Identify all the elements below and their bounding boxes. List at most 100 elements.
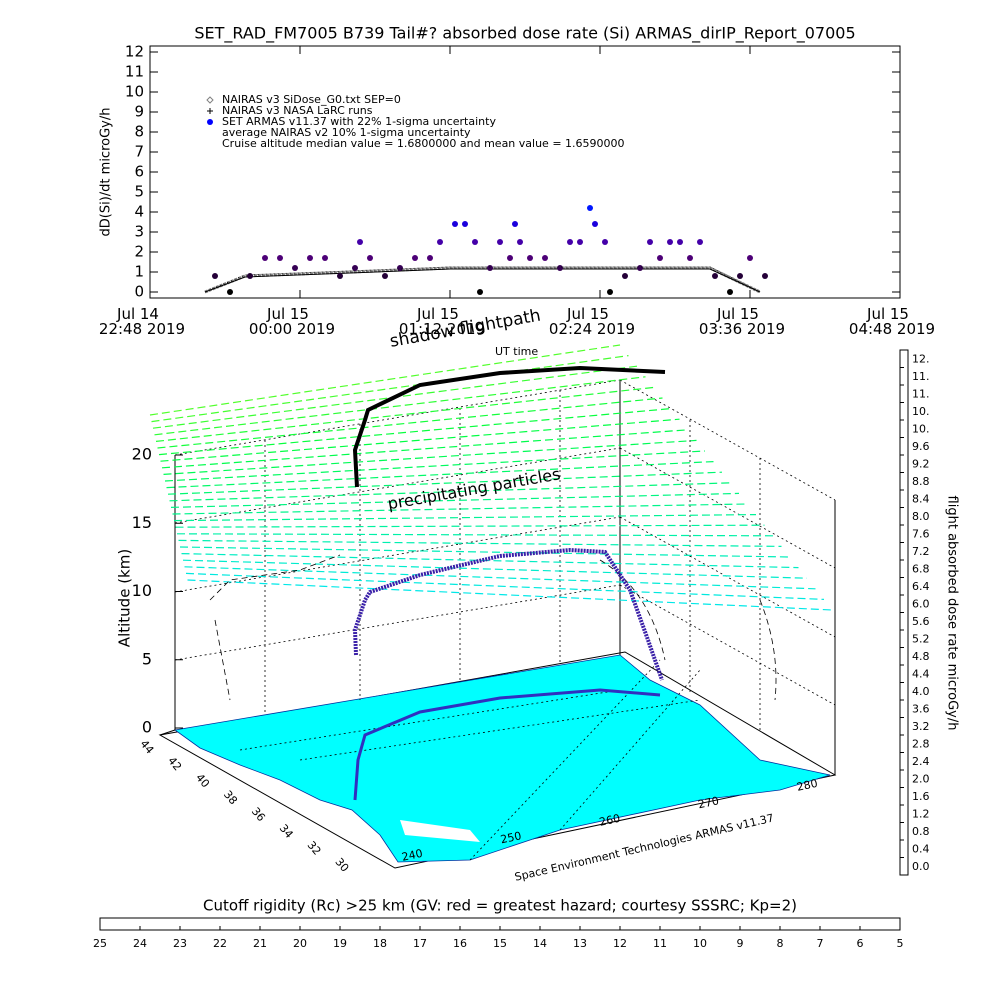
colorbar-tick-label: 1.2	[912, 808, 930, 821]
colorbar-tick-label: 6.4	[912, 580, 930, 593]
legend-marker	[207, 119, 213, 125]
dose-plane-row	[164, 450, 706, 482]
map	[173, 654, 831, 863]
colorbar-tick-label: 18	[373, 937, 387, 950]
flightpath	[352, 547, 664, 681]
colorbar-tick-label: 22	[213, 937, 227, 950]
lat-tick-label: 30	[332, 856, 351, 875]
colorbar-tick-label: 5.6	[912, 615, 930, 628]
data-point	[247, 273, 253, 279]
colorbar-tick-label: 8.8	[912, 475, 930, 488]
lat-tick-label: 32	[305, 839, 324, 858]
colorbar-tick-label: 4.4	[912, 668, 930, 681]
y-tick-label: 4	[134, 203, 144, 221]
data-point	[262, 255, 268, 261]
y-axis-label: dD(Si)/dt microGy/h	[99, 108, 114, 237]
colorbar-tick-label: 25	[93, 937, 107, 950]
data-point	[322, 255, 328, 261]
data-point	[472, 239, 478, 245]
ground-track	[353, 688, 661, 801]
data-point	[382, 273, 388, 279]
dose-plane-row	[151, 355, 629, 423]
x-tick-label: Jul 15 04:48 2019	[849, 305, 935, 338]
dose-plane-row	[154, 376, 646, 436]
colorbar-tick-label: 7	[817, 937, 824, 950]
colorbar-tick-label: 4.8	[912, 650, 930, 663]
data-point	[677, 239, 683, 245]
chart-title: SET_RAD_FM7005 B739 Tail#? absorbed dose…	[194, 24, 855, 44]
data-point	[487, 265, 493, 271]
dose-plane-row	[187, 579, 833, 611]
colorbar-tick-label: 0.0	[912, 860, 930, 873]
y-tick-label: 9	[134, 103, 144, 121]
data-point	[337, 273, 343, 279]
data-point	[212, 273, 218, 279]
lon-tick-label: 260	[598, 812, 621, 829]
legend-marker	[206, 96, 214, 104]
annotation: Cruise altitude median value = 1.6800000…	[222, 137, 625, 150]
dose-plane-row	[182, 559, 808, 579]
x-tick-label: Jul 14 22:48 2019	[99, 305, 185, 338]
y-tick-label: 6	[134, 163, 144, 181]
legend-marker	[207, 108, 213, 114]
x-tick-label: Jul 15 01:12 2019	[399, 305, 485, 338]
data-point	[622, 273, 628, 279]
lon-tick-label: 240	[401, 847, 424, 864]
z-tick-label: 20	[132, 445, 152, 464]
lon-tick-label: 250	[499, 829, 522, 846]
data-point	[542, 255, 548, 261]
colorbar-tick-label: 2.4	[912, 755, 930, 768]
colorbar-tick-label: 19	[333, 937, 347, 950]
dose-plane-row	[176, 533, 774, 537]
plot-frame	[149, 45, 901, 299]
legend-label: average NAIRAS v2 10% 1-sigma uncertaint…	[222, 126, 471, 139]
data-point	[602, 239, 608, 245]
data-point	[512, 221, 518, 227]
colorbar-tick-label: 6	[857, 937, 864, 950]
data-point	[352, 265, 358, 271]
dose-plane-row	[175, 524, 765, 528]
colorbar-tick-label: 11	[653, 937, 667, 950]
y-tick-label: 8	[134, 123, 144, 141]
colorbar-tick-label: 9.2	[912, 458, 930, 471]
dose-plane-row	[163, 439, 697, 475]
data-point	[727, 289, 733, 295]
colorbar-tick-label: 11.	[912, 370, 930, 383]
scene-3d: Altitude (km) shadow flightpath UT time …	[116, 306, 837, 884]
colorbar-tick-label: 10	[693, 937, 707, 950]
dose-plane-row	[179, 546, 791, 558]
series-line	[204, 266, 761, 293]
grid-3d	[174, 379, 836, 861]
data-point	[497, 239, 503, 245]
data-point	[697, 239, 703, 245]
dose-plane-row	[185, 572, 825, 600]
dose-plane-row	[157, 397, 663, 449]
colorbar-tick-label: 3.2	[912, 720, 930, 733]
dose-plane-row	[160, 418, 680, 462]
colorbar-tick-label: 10.	[912, 423, 930, 436]
colorbar-label: Cutoff rigidity (Rc) >25 km (GV: red = g…	[203, 897, 797, 915]
colorbar-tick-label: 6.0	[912, 598, 930, 611]
data-point	[587, 205, 593, 211]
colorbar-tick-label: 23	[173, 937, 187, 950]
data-point	[292, 265, 298, 271]
colorbar-tick-label: 0.8	[912, 825, 930, 838]
data-point	[507, 255, 513, 261]
annotation: UT time	[495, 345, 538, 358]
data-point	[462, 221, 468, 227]
dose-plane-row	[149, 344, 621, 416]
colorbar-tick-label: 16	[453, 937, 467, 950]
lon-tick-label: 270	[697, 794, 720, 811]
lat-tick-label: 38	[221, 788, 240, 807]
legend-label: NAIRAS v3 NASA LaRC runs	[222, 104, 373, 117]
colorbar-tick-label: 1.6	[912, 790, 930, 803]
dose-plane-row	[170, 492, 740, 508]
colorbar-tick-label: 4.0	[912, 685, 930, 698]
rc-contour	[209, 554, 777, 701]
dose-plane-row	[166, 461, 714, 489]
colorbar-tick-label: 12.	[912, 353, 930, 366]
colorbar-tick-label: 17	[413, 937, 427, 950]
dose-plane-row	[161, 429, 689, 469]
shadow-flightpath	[352, 365, 666, 488]
